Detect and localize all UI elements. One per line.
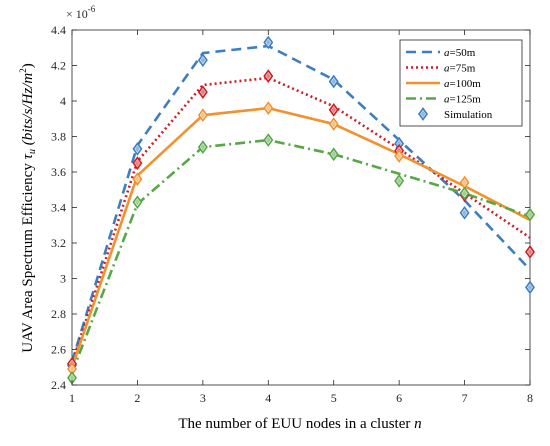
y-axis-label: UAV Area Spectrum Efficiency τu (bits/s/… — [18, 63, 38, 352]
legend-label-4: a=125m — [444, 94, 481, 106]
simulation-marker-fill — [396, 177, 402, 185]
simulation-marker-fill — [69, 365, 75, 373]
simulation-marker-fill — [331, 150, 337, 158]
simulation-marker-fill — [200, 88, 206, 96]
y-tick-label: 3.6 — [51, 165, 66, 179]
y-exponent-label: × 10-6 — [66, 4, 96, 21]
simulation-marker-fill — [200, 111, 206, 119]
x-tick-label: 1 — [69, 391, 75, 405]
simulation-marker-fill — [134, 145, 140, 153]
simulation-marker-fill — [462, 209, 468, 217]
y-tick-label: 3 — [60, 272, 66, 286]
x-tick-label: 8 — [527, 391, 533, 405]
simulation-markers — [67, 35, 535, 385]
series-line-4 — [70, 138, 531, 374]
x-tick-label: 4 — [265, 391, 271, 405]
simulation-marker-fill — [200, 56, 206, 64]
legend-label-2: a=75m — [444, 63, 476, 75]
simulation-marker-fill — [331, 120, 337, 128]
y-tick-label: 4.4 — [51, 23, 66, 37]
simulation-marker-fill — [265, 38, 271, 46]
simulation-marker-fill — [134, 198, 140, 206]
y-tick-label: 4 — [60, 94, 66, 108]
series-line-3 — [70, 106, 531, 368]
y-tick-label: 2.4 — [51, 378, 66, 392]
legend-label-simulation: Simulation — [444, 109, 493, 121]
x-tick-label: 3 — [200, 391, 206, 405]
y-tick-label: 3.4 — [51, 201, 66, 215]
simulation-marker-fill — [462, 189, 468, 197]
series-layer — [70, 44, 531, 374]
simulation-marker-fill — [396, 152, 402, 160]
legend-simulation-marker-fill — [420, 110, 426, 118]
simulation-marker-fill — [331, 106, 337, 114]
x-tick-label: 2 — [134, 391, 140, 405]
simulation-marker-fill — [134, 159, 140, 167]
simulation-marker-fill — [200, 143, 206, 151]
y-tick-label: 3.2 — [51, 236, 66, 250]
simulation-marker-fill — [462, 179, 468, 187]
simulation-marker-fill — [331, 77, 337, 85]
simulation-marker-fill — [134, 175, 140, 183]
axes: 1 2 3 4 5 6 7 8 2.4 2.6 2.8 3 3.2 3.4 3.6 3.8 4 4.2 4.4 — [51, 23, 533, 405]
legend-label-1: a=50m — [444, 47, 476, 59]
x-tick-label: 5 — [331, 391, 337, 405]
y-tick-label: 4.2 — [51, 59, 66, 73]
y-tick-label: 2.6 — [51, 343, 66, 357]
legend-label-3: a=100m — [444, 78, 481, 90]
simulation-marker-fill — [69, 374, 75, 382]
simulation-marker-fill — [527, 283, 533, 291]
simulation-marker-fill — [527, 248, 533, 256]
simulation-marker-fill — [265, 136, 271, 144]
y-tick-label: 2.8 — [51, 307, 66, 321]
simulation-marker-fill — [396, 140, 402, 148]
simulation-marker-fill — [527, 211, 533, 219]
simulation-marker-fill — [265, 72, 271, 80]
legend: a=50m a=75m a=100m a=125m Simulation — [399, 39, 523, 127]
x-axis-label: The number of EUU nodes in a cluster n — [178, 416, 421, 432]
x-tick-label: 7 — [462, 391, 468, 405]
simulation-marker-fill — [265, 104, 271, 112]
x-tick-label: 6 — [396, 391, 402, 405]
y-tick-label: 3.8 — [51, 130, 66, 144]
